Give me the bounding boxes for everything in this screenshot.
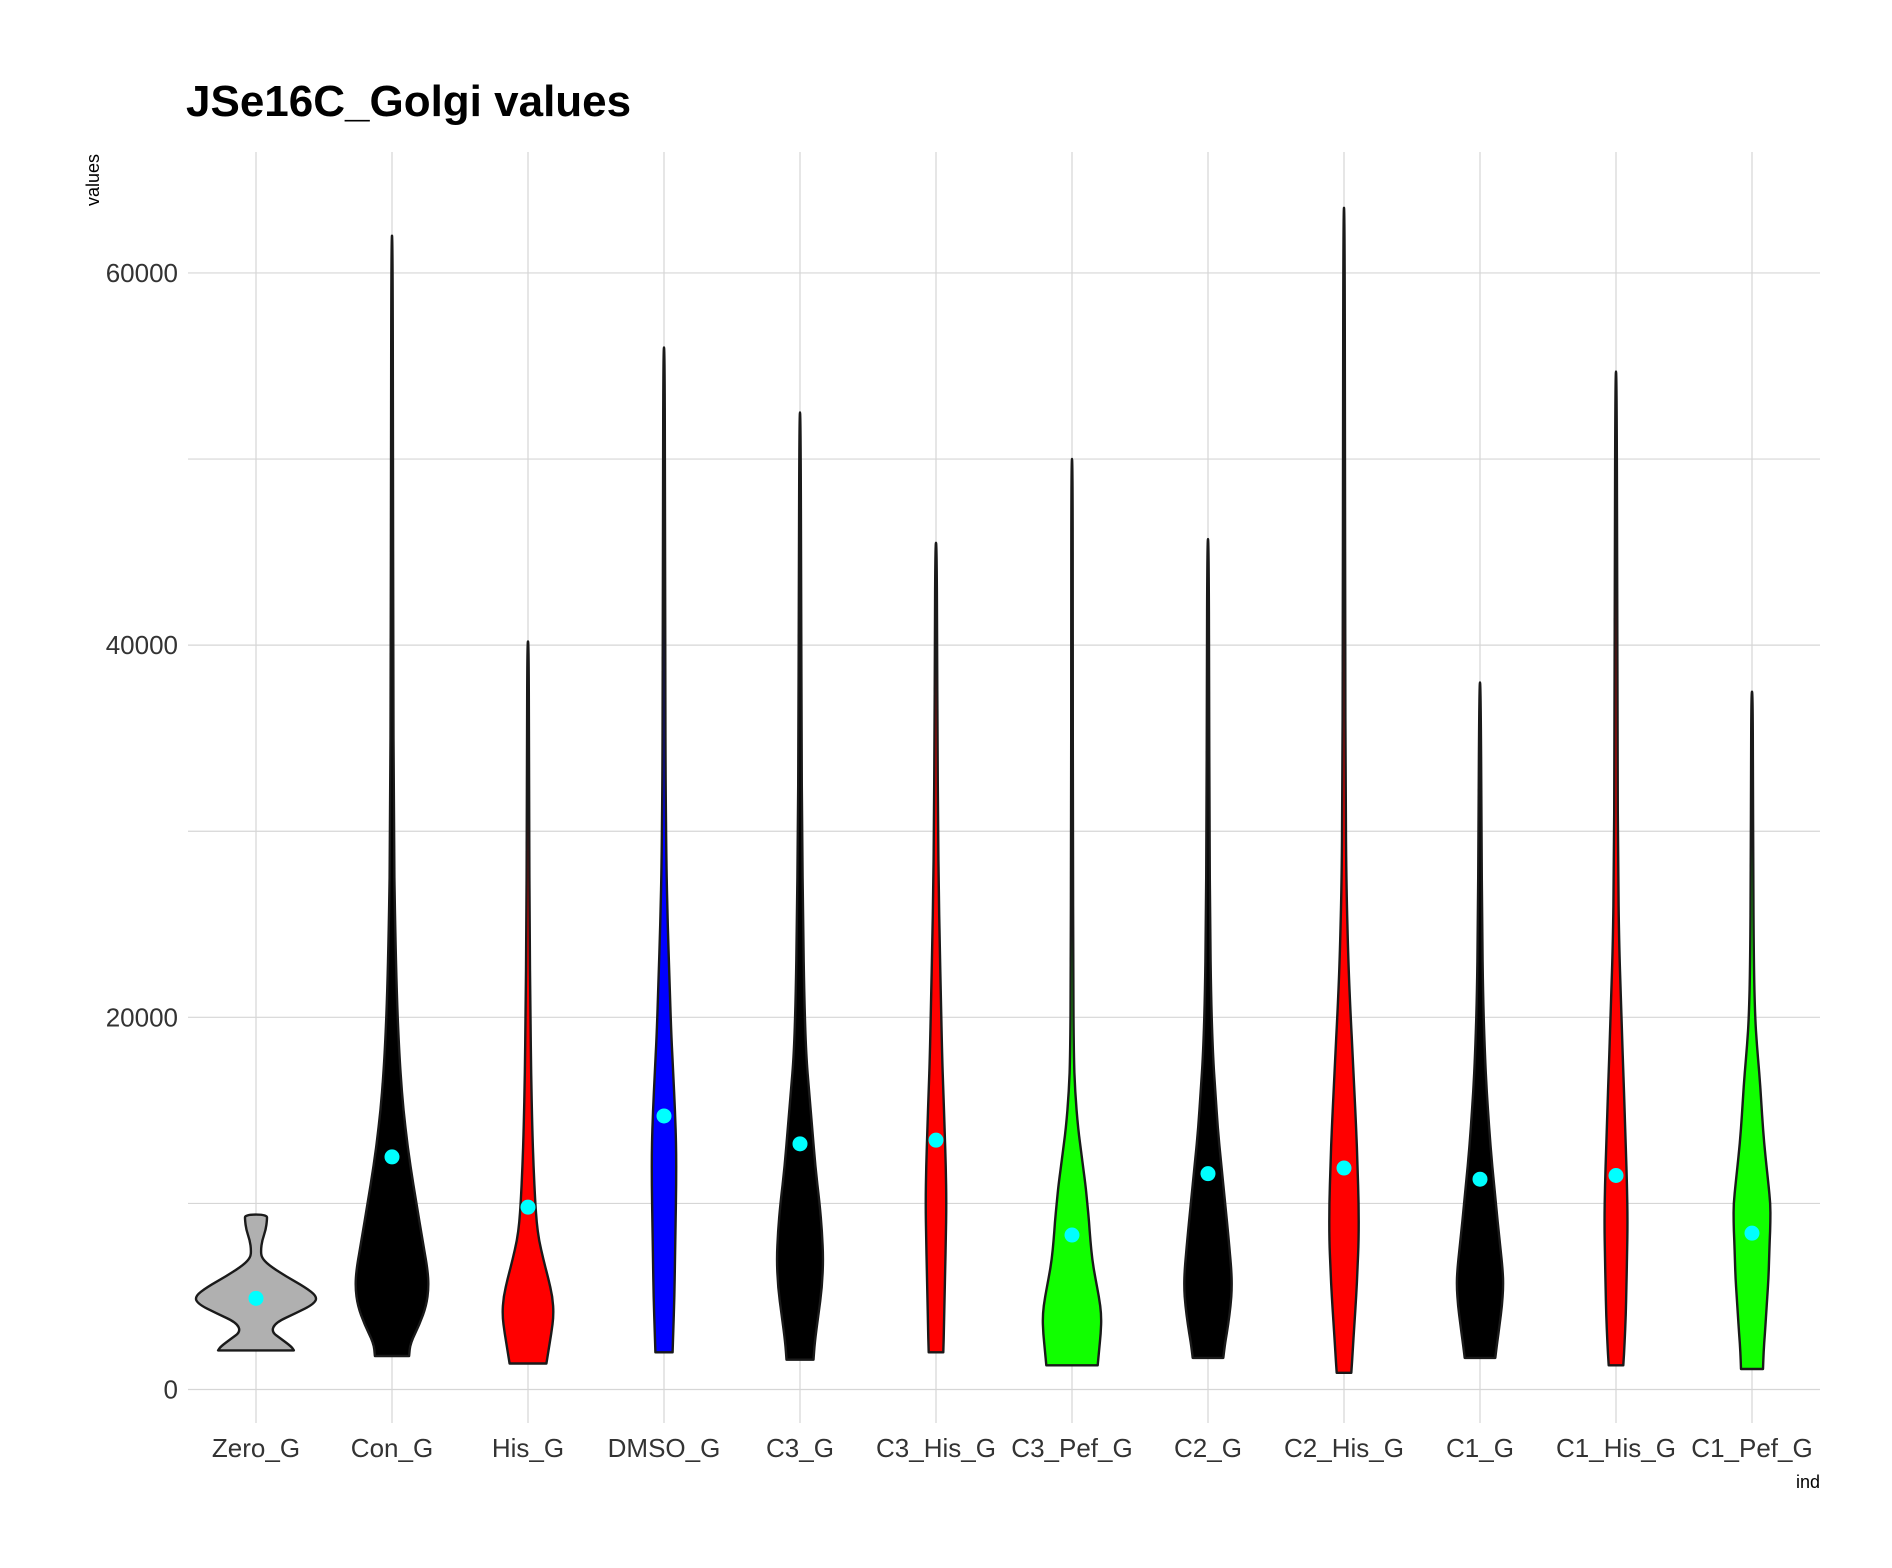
violin-C3_G <box>775 411 825 1361</box>
violin-C1_Pef_G <box>1732 690 1772 1371</box>
violin-C3_Pef_G <box>1041 457 1103 1367</box>
x-tick-label: C3_G <box>766 1433 834 1463</box>
mean-point-C2_His_G <box>1336 1160 1352 1176</box>
mean-point-C1_G <box>1472 1171 1488 1187</box>
mean-point-DMSO_G <box>656 1108 672 1124</box>
x-tick-label: C1_G <box>1446 1433 1514 1463</box>
mean-point-C1_Pef_G <box>1744 1225 1760 1241</box>
violin-DMSO_G <box>650 346 678 1354</box>
violin-C1_His_G <box>1603 370 1629 1367</box>
x-tick-label: Con_G <box>351 1433 433 1463</box>
mean-point-C3_His_G <box>928 1132 944 1148</box>
y-tick-label: 20000 <box>106 1002 178 1032</box>
y-axis-ticks: 0 20000 40000 60000 <box>106 258 178 1405</box>
grid-layer <box>188 152 1820 1423</box>
violin-C2_G <box>1183 537 1233 1360</box>
y-tick-label: 40000 <box>106 630 178 660</box>
y-tick-label: 0 <box>164 1375 178 1405</box>
x-tick-label: His_G <box>492 1433 564 1463</box>
violin-layer <box>194 206 1772 1374</box>
mean-point-Con_G <box>384 1149 400 1165</box>
violin-Zero_G <box>194 1213 318 1352</box>
x-tick-label: C3_Pef_G <box>1011 1433 1132 1463</box>
mean-point-C2_G <box>1200 1166 1216 1182</box>
x-tick-label: Zero_G <box>212 1433 300 1463</box>
x-tick-label: C2_His_G <box>1284 1433 1404 1463</box>
violin-His_G <box>501 640 555 1365</box>
violin-C1_G <box>1455 681 1505 1360</box>
x-axis-label: ind <box>1796 1472 1820 1492</box>
x-tick-label: C2_G <box>1174 1433 1242 1463</box>
mean-point-Zero_G <box>248 1290 264 1306</box>
chart-title: JSe16C_Golgi values <box>186 77 631 126</box>
mean-point-His_G <box>520 1199 536 1215</box>
x-axis-ticks: Zero_G Con_G His_G DMSO_G C3_G C3_His_G C3_Pef… <box>212 1433 1813 1463</box>
x-tick-label: C1_His_G <box>1556 1433 1676 1463</box>
mean-point-C3_G <box>792 1136 808 1152</box>
x-tick-label: C1_Pef_G <box>1691 1433 1812 1463</box>
x-tick-label: DMSO_G <box>608 1433 721 1463</box>
violin-C3_His_G <box>924 541 948 1354</box>
y-tick-label: 60000 <box>106 258 178 288</box>
mean-point-C1_His_G <box>1608 1167 1624 1183</box>
mean-layer <box>248 1108 1760 1306</box>
mean-point-C3_Pef_G <box>1064 1227 1080 1243</box>
y-axis-label: values <box>83 154 103 206</box>
violin-C2_His_G <box>1328 206 1360 1374</box>
x-tick-label: C3_His_G <box>876 1433 996 1463</box>
violin-Con_G <box>354 234 430 1358</box>
